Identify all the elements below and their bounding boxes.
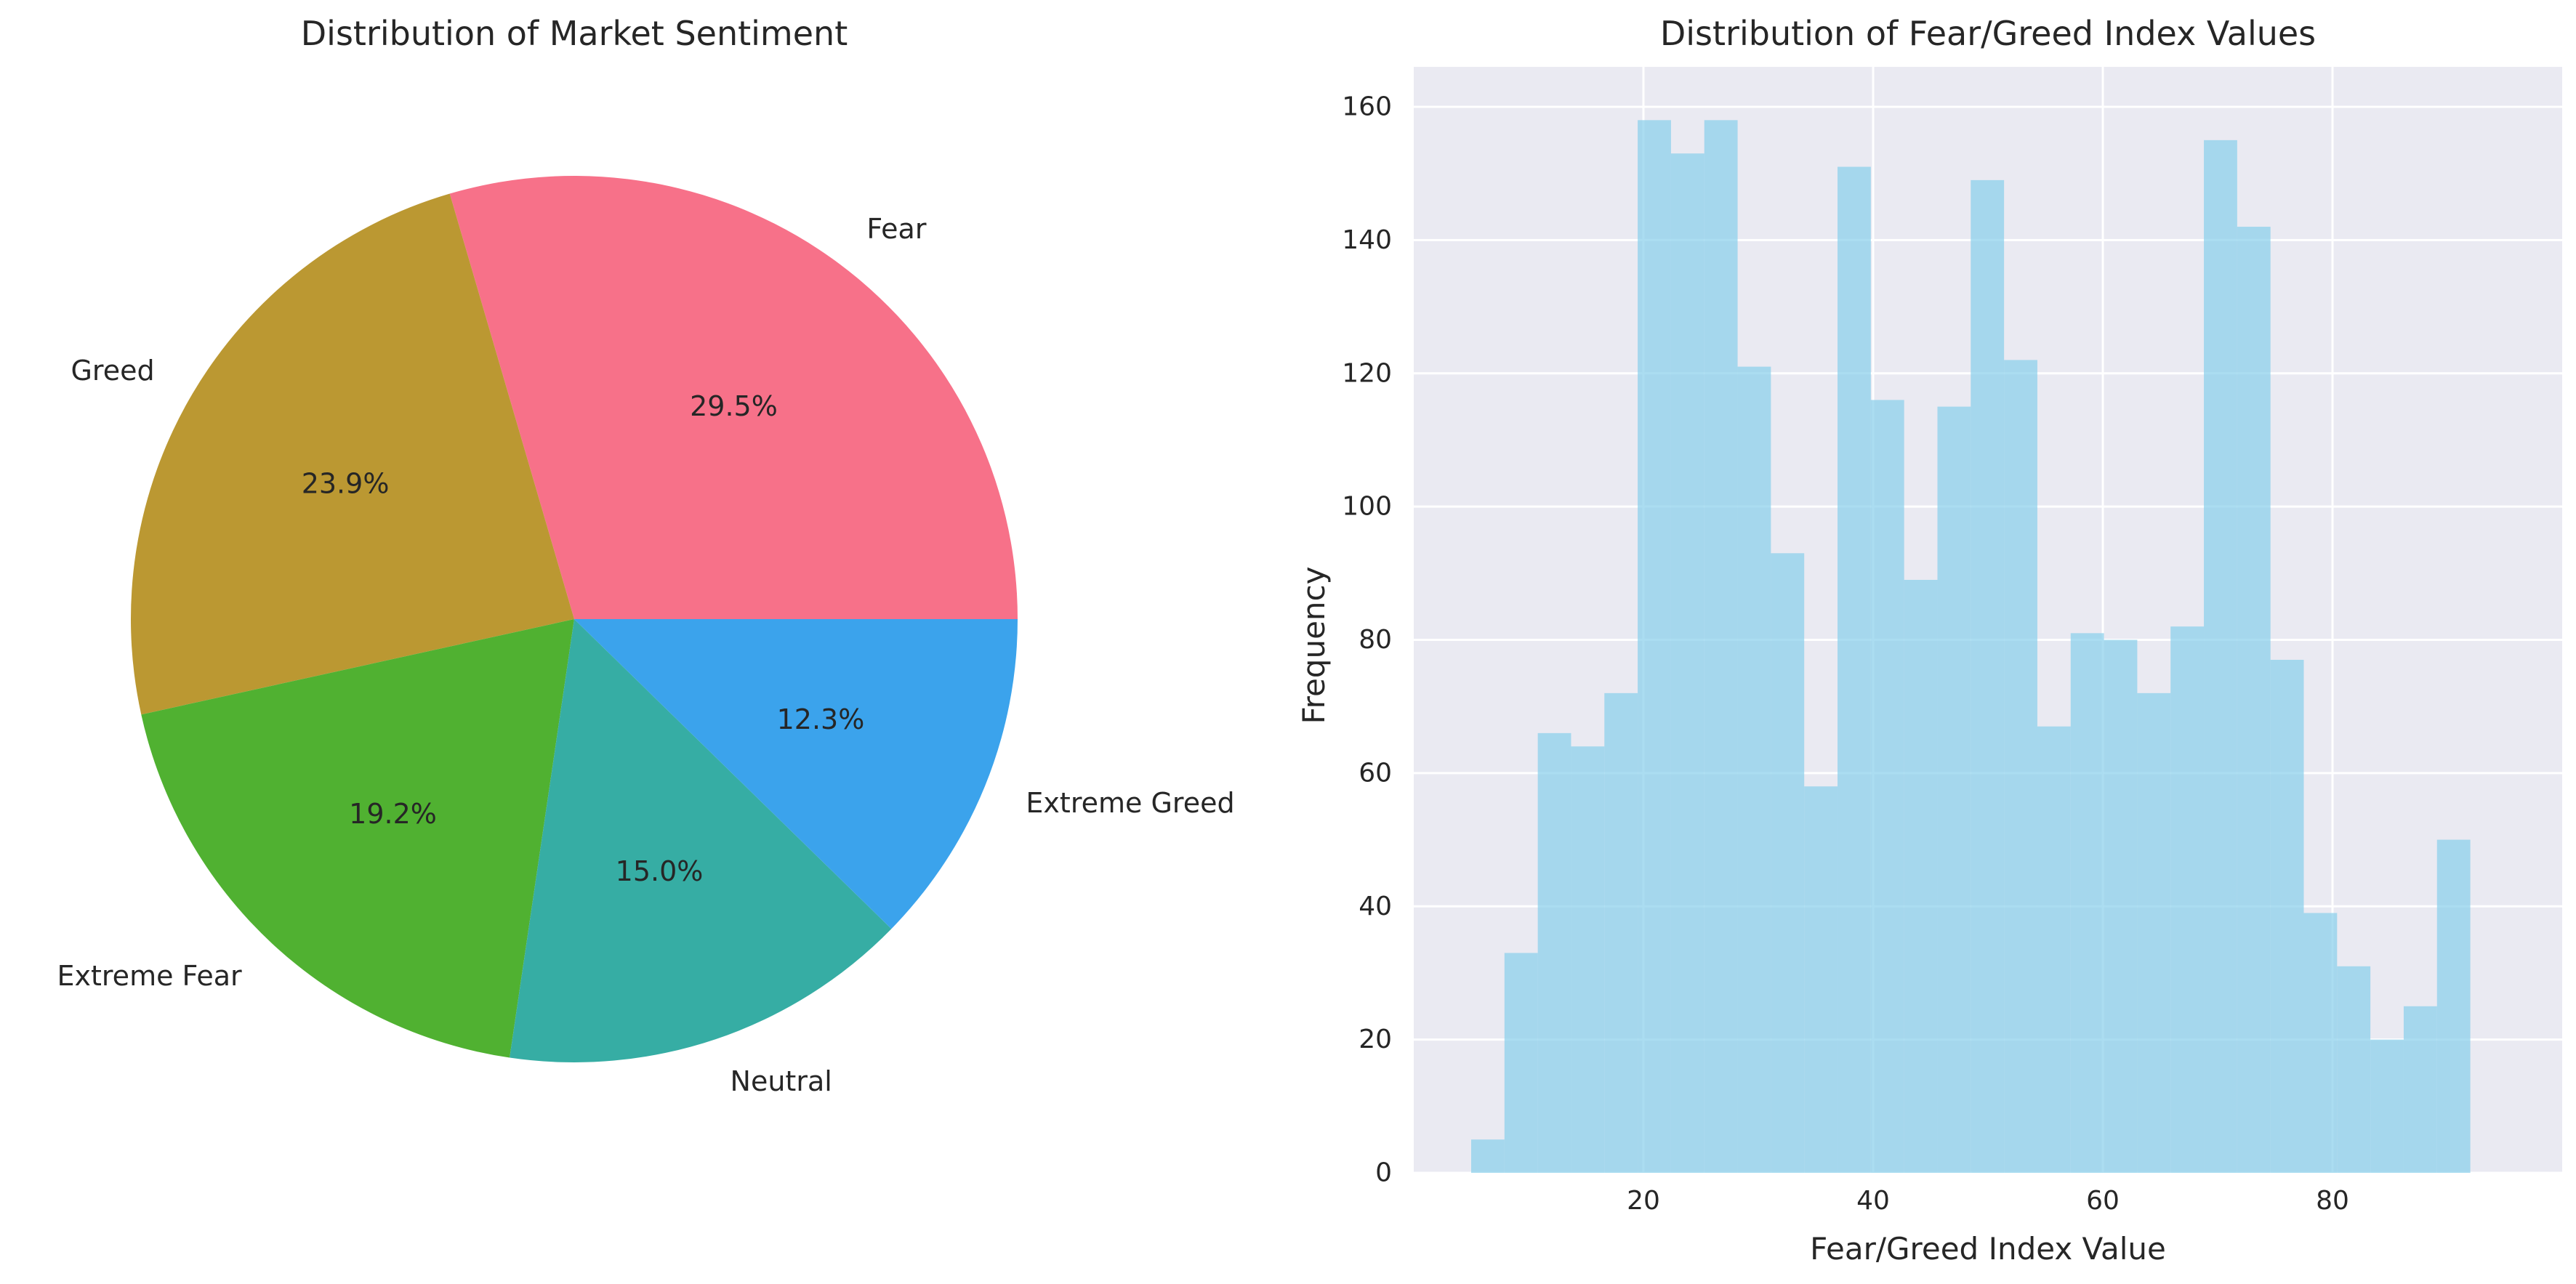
histogram-tick-labels: 20 40 60 80 0 20 40 60 80 100 120 140 160 <box>1342 92 2349 1216</box>
histogram-bar <box>2037 726 2071 1173</box>
histogram-bar <box>2270 660 2304 1173</box>
pie-chart-title: Distribution of Market Sentiment <box>301 14 848 53</box>
histogram-bar <box>1670 153 1704 1174</box>
histogram-bar <box>2104 639 2138 1173</box>
pie-label-extreme-fear: Extreme Fear <box>57 960 242 992</box>
y-tick-label: 0 <box>1375 1158 1392 1188</box>
histogram-bar <box>1704 120 1738 1174</box>
pie-labels: Fear 29.5% Greed 23.9% Extreme Fear 19.2% Neut… <box>57 213 1235 1097</box>
pie-percent-neutral: 15.0% <box>616 855 704 887</box>
histogram-bar <box>1771 553 1805 1173</box>
histogram-bar <box>1971 179 2005 1174</box>
x-tick-label: 20 <box>1627 1186 1660 1216</box>
histogram-bar <box>2337 966 2371 1173</box>
histogram-bar <box>2204 140 2237 1173</box>
pie-percent-extreme-greed: 12.3% <box>777 703 865 735</box>
histogram-bar <box>2370 1039 2404 1173</box>
pie-chart: Distribution of Market Sentiment Fear 29.… <box>57 14 1235 1097</box>
pie-percent-extreme-fear: 19.2% <box>349 798 437 830</box>
histogram-bar <box>2170 626 2205 1173</box>
pie-percent-fear: 29.5% <box>690 390 778 422</box>
histogram-bar <box>2436 839 2471 1173</box>
y-tick-label: 140 <box>1342 225 1392 255</box>
histogram-bar <box>1504 953 1538 1173</box>
histogram-bars <box>1471 120 2471 1174</box>
histogram-chart: 20 40 60 80 0 20 40 60 80 100 120 140 160 Distributi… <box>1296 14 2562 1267</box>
histogram-bar <box>2070 633 2104 1173</box>
y-tick-label: 40 <box>1359 892 1392 921</box>
histogram-bar <box>2237 227 2271 1173</box>
pie-label-greed: Greed <box>71 355 154 387</box>
histogram-title: Distribution of Fear/Greed Index Values <box>1660 14 2316 53</box>
y-tick-label: 100 <box>1342 492 1392 522</box>
pie-slice-greed <box>130 193 574 715</box>
histogram-bar <box>1638 120 1671 1174</box>
y-tick-label: 80 <box>1359 625 1392 655</box>
histogram-bar <box>1937 406 1971 1173</box>
y-tick-label: 60 <box>1359 758 1392 788</box>
histogram-y-axis-label: Frequency <box>1296 567 1332 724</box>
x-tick-label: 60 <box>2086 1186 2120 1216</box>
y-tick-label: 20 <box>1359 1025 1392 1054</box>
pie-slice-extreme-greed <box>574 619 1018 929</box>
histogram-bar <box>1904 579 1938 1173</box>
histogram-bar <box>1571 746 1605 1173</box>
histogram-bar <box>1870 400 1904 1173</box>
histogram-bar <box>1471 1139 1505 1173</box>
histogram-bar <box>2004 360 2037 1174</box>
pie-label-extreme-greed: Extreme Greed <box>1026 787 1234 819</box>
histogram-x-axis-label: Fear/Greed Index Value <box>1810 1231 2166 1267</box>
histogram-bar <box>1737 366 1771 1174</box>
pie-slices <box>130 176 1018 1062</box>
pie-slice-extreme-fear <box>141 619 575 1058</box>
pie-percent-greed: 23.9% <box>302 468 390 500</box>
pie-label-neutral: Neutral <box>730 1065 832 1097</box>
x-tick-label: 40 <box>1856 1186 1890 1216</box>
histogram-bar <box>2137 693 2171 1173</box>
histogram-bar <box>1804 786 1838 1173</box>
x-tick-label: 80 <box>2316 1186 2349 1216</box>
pie-slice-neutral <box>510 619 892 1062</box>
histogram-bar <box>2303 913 2338 1173</box>
y-tick-label: 120 <box>1342 358 1392 388</box>
y-tick-label: 160 <box>1342 92 1392 122</box>
pie-slice-fear <box>449 176 1018 619</box>
histogram-bar <box>2403 1006 2437 1173</box>
histogram-bar <box>1537 732 1571 1173</box>
pie-label-fear: Fear <box>866 213 926 245</box>
histogram-bar <box>1838 166 1871 1173</box>
histogram-bar <box>1604 693 1638 1173</box>
